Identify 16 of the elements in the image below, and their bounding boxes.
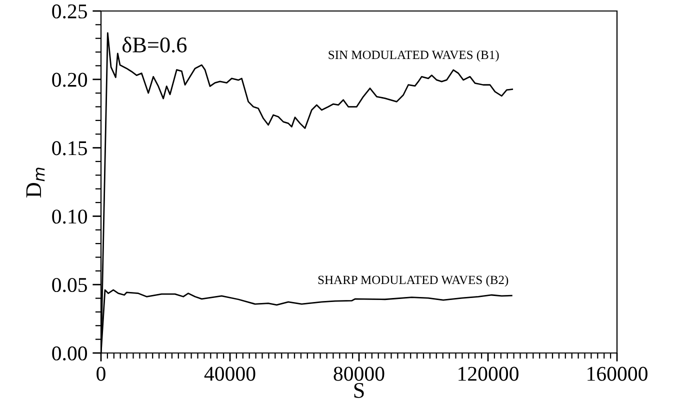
annotation: δB=0.6 [122,36,187,53]
y-tick-label: 0.00 [52,346,88,361]
y-tick-label: 0.05 [52,278,87,292]
x-tick-label: 160000 [588,366,648,381]
x-tick-label: 120000 [458,366,518,381]
x-axis-title: S [354,383,364,398]
y-tick-label: 0.15 [52,141,87,156]
x-tick-label: 80000 [334,366,384,381]
y-axis-title: D$_{m}$ [26,168,45,198]
series-label: SHARP MODULATED WAVES (B2) [318,275,508,287]
y-tick-label: 0.25 [52,4,87,19]
x-tick-label: 0 [96,366,106,381]
x-tick-label: 40000 [204,366,256,381]
series-label: SIN MODULATED WAVES (B1) [328,50,499,62]
y-tick-label: 0.10 [52,210,88,224]
y-tick-label: 0.20 [52,72,88,87]
